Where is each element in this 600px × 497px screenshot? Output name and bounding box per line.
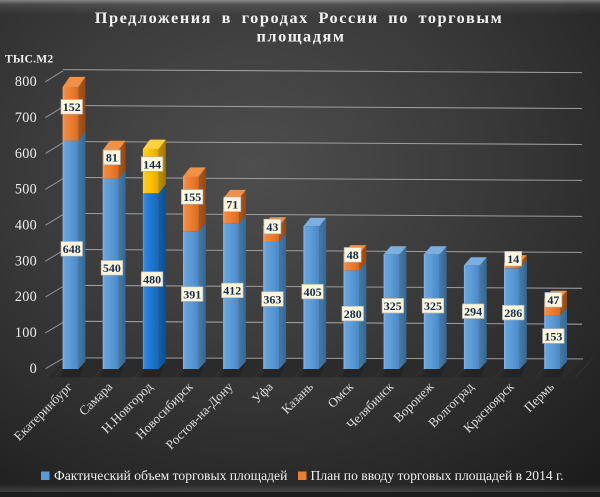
- svg-text:294: 294: [464, 305, 482, 319]
- svg-text:155: 155: [183, 190, 201, 204]
- svg-text:325: 325: [384, 299, 402, 313]
- svg-text:600: 600: [15, 146, 37, 162]
- svg-text:100: 100: [15, 325, 37, 341]
- svg-text:81: 81: [106, 151, 118, 165]
- svg-text:391: 391: [183, 287, 201, 301]
- svg-text:ТЫС.М2: ТЫС.М2: [5, 53, 53, 66]
- svg-text:480: 480: [143, 272, 161, 286]
- svg-text:43: 43: [266, 220, 278, 234]
- svg-text:47: 47: [547, 293, 559, 307]
- svg-text:14: 14: [507, 252, 519, 266]
- svg-text:Предложения в городах России: Предложения в городах России по торговым: [95, 8, 503, 27]
- svg-text:540: 540: [103, 261, 121, 275]
- svg-text:648: 648: [63, 242, 81, 256]
- svg-text:План по вводу торговых площаде: План по вводу торговых площадей в 2014 г…: [311, 468, 564, 483]
- svg-text:71: 71: [226, 198, 238, 212]
- svg-text:800: 800: [15, 74, 37, 90]
- svg-text:700: 700: [15, 110, 37, 126]
- svg-text:412: 412: [223, 284, 241, 298]
- svg-text:152: 152: [63, 100, 81, 114]
- svg-text:400: 400: [15, 218, 37, 234]
- svg-text:площадям: площадям: [256, 26, 345, 45]
- svg-text:325: 325: [424, 299, 442, 313]
- svg-text:200: 200: [15, 289, 37, 305]
- svg-text:405: 405: [304, 285, 322, 299]
- svg-text:Фактический объем торговых пло: Фактический объем торговых площадей: [54, 468, 287, 483]
- svg-text:48: 48: [347, 248, 359, 262]
- svg-text:280: 280: [344, 307, 362, 321]
- svg-text:144: 144: [143, 157, 161, 171]
- svg-text:300: 300: [15, 253, 37, 269]
- svg-text:363: 363: [263, 292, 281, 306]
- svg-text:500: 500: [15, 182, 37, 198]
- svg-text:0: 0: [30, 361, 37, 377]
- svg-text:286: 286: [504, 306, 522, 320]
- svg-text:153: 153: [544, 329, 562, 343]
